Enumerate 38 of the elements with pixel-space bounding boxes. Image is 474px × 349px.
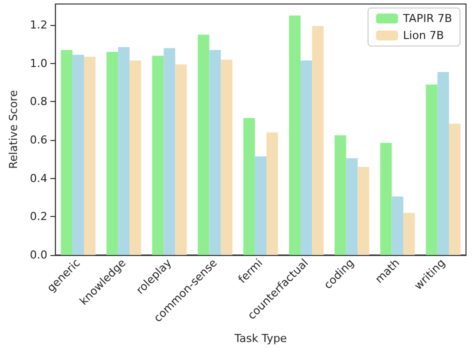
bar [130,60,142,255]
bar [358,166,370,255]
bar [392,196,404,255]
y-tick-label: 1.0 [30,56,48,70]
bar [254,156,266,255]
x-axis-title: Task Type [233,332,288,345]
bar [448,124,461,255]
bar [266,132,278,255]
bar [118,47,130,255]
bar [437,72,449,255]
y-tick-label: 1.2 [30,18,48,32]
y-tick-label: 0.8 [30,95,48,108]
bar [380,142,392,255]
bar [403,212,415,255]
bar [198,34,210,255]
bar [84,56,96,255]
bar [209,50,221,255]
y-tick-label: 0.2 [30,210,48,224]
y-axis-title: Relative Score [7,90,20,169]
bar [175,64,187,255]
bar [312,26,324,255]
legend-label: Lion 7B [403,29,444,42]
y-tick-label: 0.4 [30,172,48,185]
bar [164,48,176,255]
bar [346,158,358,255]
bar [72,54,84,255]
bar [60,50,72,255]
bar [220,60,232,255]
bar [243,118,255,255]
bar [152,56,164,255]
bar [334,135,346,255]
bar [426,84,438,255]
legend-label: TAPIR 7B [402,12,452,25]
bar [106,52,118,255]
bar [288,15,301,255]
y-tick-label: 0.0 [30,248,48,262]
y-tick-label: 0.6 [30,134,48,147]
bar [300,60,312,255]
